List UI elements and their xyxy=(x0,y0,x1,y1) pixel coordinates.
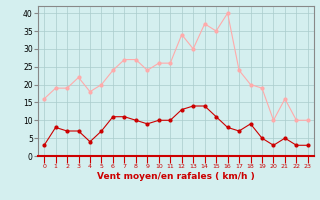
X-axis label: Vent moyen/en rafales ( km/h ): Vent moyen/en rafales ( km/h ) xyxy=(97,172,255,181)
